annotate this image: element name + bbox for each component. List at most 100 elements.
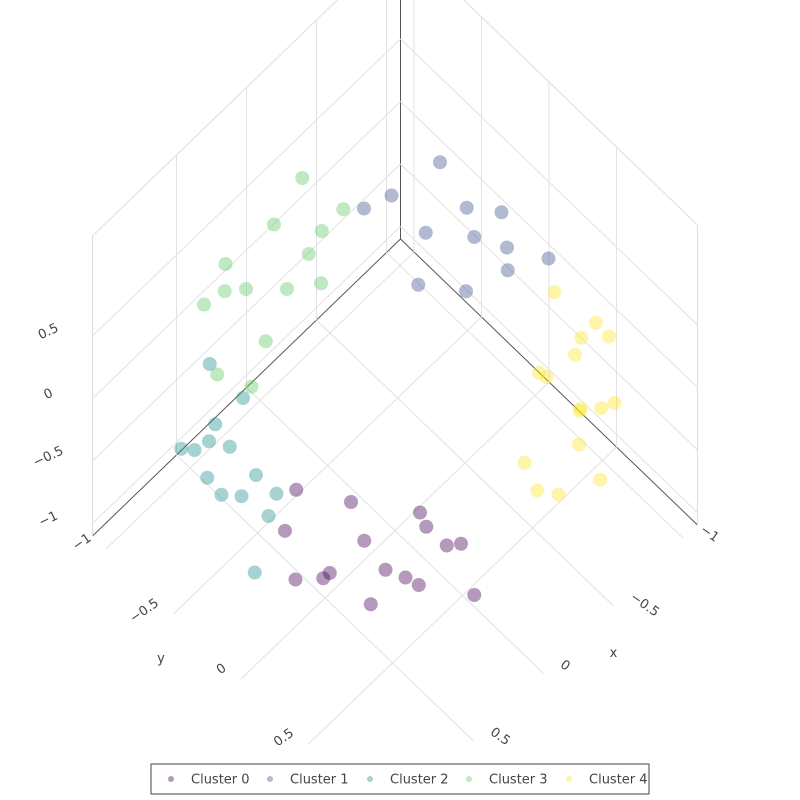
grid-line: [92, 163, 401, 462]
point: [411, 277, 426, 292]
y-axis-title: y: [157, 652, 165, 667]
point: [301, 247, 316, 261]
grid-line: [400, 163, 698, 451]
point: [202, 434, 216, 449]
point: [202, 357, 217, 371]
point: [218, 257, 233, 271]
point: [551, 487, 566, 502]
point: [547, 285, 562, 300]
point: [398, 570, 413, 585]
point: [411, 578, 426, 592]
legend-marker: [367, 776, 373, 782]
point: [277, 523, 292, 538]
legend-label[interactable]: Cluster 3: [489, 773, 548, 788]
legend-marker: [466, 776, 472, 782]
x-axis-title: x: [610, 646, 618, 661]
legend-label[interactable]: Cluster 1: [290, 773, 349, 788]
point: [258, 334, 273, 349]
point: [236, 391, 250, 405]
point: [517, 455, 532, 470]
point: [607, 396, 622, 410]
point: [418, 225, 433, 240]
legend-marker: [566, 776, 572, 782]
point: [572, 437, 586, 452]
grid-line: [400, 101, 698, 388]
point: [322, 566, 337, 580]
point: [494, 205, 509, 220]
axis-labels: −1 −0.5 0 0.5 −1 −0.5 0 0.5 −1 −0.5 0 0.5 x y: [31, 321, 721, 750]
y-tick-label: −0.5: [127, 596, 161, 626]
point: [500, 240, 514, 255]
point: [174, 441, 189, 456]
x-tick-label: −1: [697, 522, 721, 545]
point: [568, 347, 582, 362]
grid-line: [92, 38, 401, 337]
grid-line: [400, 38, 698, 326]
legend-box: [150, 763, 650, 795]
point: [413, 505, 427, 520]
point: [532, 365, 546, 380]
point: [588, 315, 603, 330]
point: [314, 276, 328, 291]
grid: [92, 0, 698, 745]
point: [336, 202, 351, 217]
point: [439, 538, 454, 553]
point: [530, 483, 545, 498]
point: [247, 565, 262, 580]
z-tick-label: 0: [42, 386, 56, 403]
point: [459, 200, 474, 215]
legend-label[interactable]: Cluster 4: [589, 773, 648, 788]
y-tick-label: 0.5: [271, 726, 297, 750]
point: [454, 536, 468, 551]
z-tick-label: 0.5: [36, 321, 61, 343]
point: [419, 519, 434, 534]
point: [289, 482, 304, 497]
grid-line: [92, 101, 401, 399]
point: [363, 597, 378, 612]
grid-line: [105, 251, 415, 550]
grid-line: [92, 226, 401, 524]
x-tick-label: 0: [557, 657, 572, 674]
grid-line: [173, 316, 482, 615]
point: [314, 224, 329, 238]
point: [316, 571, 331, 586]
point: [214, 487, 229, 502]
point: [244, 379, 259, 394]
point: [573, 401, 588, 416]
point: [594, 401, 609, 415]
point: [344, 495, 358, 509]
point: [280, 282, 294, 296]
point: [500, 263, 515, 278]
x-tick-label: −0.5: [627, 590, 661, 620]
point: [239, 282, 253, 296]
y-tick-label: 0: [214, 661, 229, 678]
legend-label[interactable]: Cluster 2: [390, 773, 449, 788]
point: [541, 251, 556, 266]
point: [234, 489, 249, 504]
legend: Cluster 0 Cluster 1 Cluster 2 Cluster 3 Clus…: [150, 763, 650, 795]
point: [295, 171, 310, 185]
point: [467, 588, 482, 602]
point: [261, 509, 276, 523]
point: [602, 329, 616, 344]
point: [208, 417, 223, 432]
point: [467, 230, 482, 244]
z-tick-label: −1: [37, 509, 61, 531]
point: [593, 472, 608, 487]
point: [222, 439, 237, 454]
grid-line: [400, 226, 698, 513]
z-tick-label: −0.5: [31, 444, 66, 471]
point: [249, 468, 263, 482]
legend-marker: [267, 776, 273, 782]
point: [210, 367, 225, 382]
point: [187, 443, 202, 457]
points: [174, 155, 622, 612]
point: [200, 470, 215, 485]
legend-marker: [168, 776, 174, 782]
grid-line: [308, 446, 617, 745]
legend-label[interactable]: Cluster 0: [191, 773, 250, 788]
y-tick-label: −1: [70, 531, 94, 554]
point: [357, 533, 372, 548]
